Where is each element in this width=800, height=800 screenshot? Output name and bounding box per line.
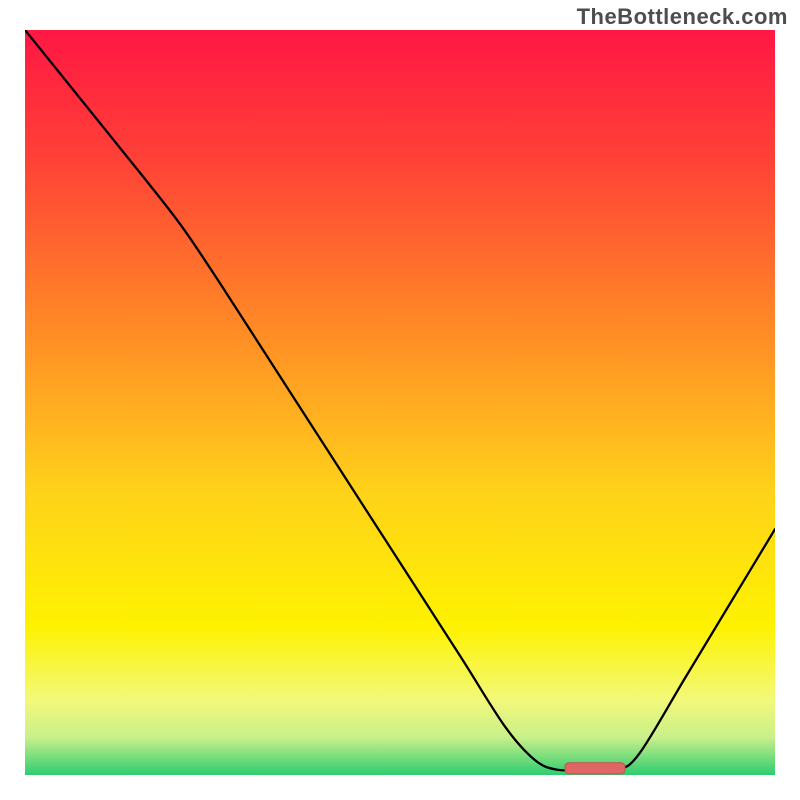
gradient-background bbox=[25, 30, 775, 775]
optimum-marker bbox=[565, 763, 625, 774]
plot-area bbox=[25, 30, 775, 775]
watermark-text: TheBottleneck.com bbox=[577, 4, 788, 30]
chart-container: TheBottleneck.com bbox=[0, 0, 800, 800]
plot-svg bbox=[25, 30, 775, 775]
